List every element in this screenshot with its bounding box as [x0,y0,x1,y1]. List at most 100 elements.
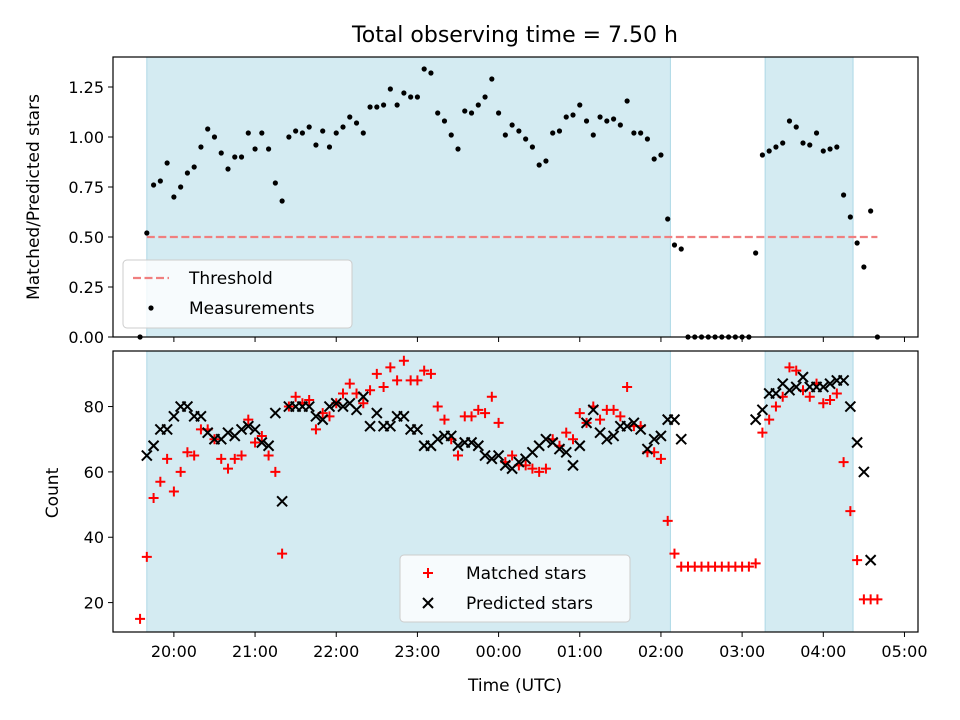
bottom-y-tick-label: 80 [84,398,104,417]
predicted-stars-point [486,453,498,465]
predicted-stars-point [837,374,850,387]
matched-stars-point [371,368,382,379]
matched-stars-point [250,437,261,448]
measurement-point [238,154,245,160]
measurement-point [509,122,515,128]
predicted-stars-point [256,436,268,449]
bottom-y-tick-label: 20 [84,594,104,613]
legend-matched-swatch [423,568,433,578]
predicted-stars-point [492,449,505,462]
measurement-point [144,230,150,236]
x-tick-label: 20:00 [151,642,197,661]
measurement-point [597,114,603,120]
matched-stars-point [852,555,863,566]
measurement-point [184,170,191,176]
legend-predicted-swatch [422,597,434,609]
measurement-point [861,264,867,270]
predicted-stars-point [770,387,782,400]
measurement-point [529,144,536,150]
predicted-stars-point [364,420,376,432]
measurement-point [157,178,163,184]
matched-stars-point [831,388,842,399]
bottom-y-tick-label: 60 [84,463,104,482]
predicted-stars-point [844,400,857,413]
measurement-point [191,164,197,170]
chart-title: Total observing time = 7.50 h [351,23,678,48]
predicted-stars-point [303,400,315,413]
measurement-point [380,102,387,108]
measurement-point [306,124,312,130]
predicted-stars-point [675,433,687,445]
measurement-point [516,128,522,134]
measurement-point [577,102,583,108]
matched-stars-point [486,391,497,402]
matched-stars-point [412,375,423,386]
predicted-stars-point [411,423,424,436]
predicted-stars-point [553,443,566,455]
predicted-stars-point [513,456,525,468]
matched-stars-point [243,414,254,425]
matched-stars-point [216,453,227,464]
matched-stars-point [743,561,754,572]
predicted-stars-point [824,377,836,390]
matched-stars-point [189,450,200,461]
matched-stars-point [608,404,619,415]
matched-stars-point [466,411,477,422]
top-y-tick-label: 0.25 [68,278,104,297]
predicted-stars-point [797,371,809,383]
measurement-point [840,192,847,198]
predicted-stars-point [330,397,342,409]
measurement-point [360,130,366,136]
predicted-stars-point [262,440,275,452]
measurement-point [610,116,617,122]
matched-stars-point [540,463,551,474]
matched-stars-point [568,434,578,445]
matched-stars-point [398,355,409,366]
matched-stars-point [480,408,491,419]
measurement-point [651,156,657,162]
measurement-point [658,152,664,158]
matched-stars-point [655,453,666,464]
predicted-stars-point [195,410,207,423]
measurement-point [523,136,529,142]
top-y-tick-label: 0.75 [68,178,104,197]
matched-stars-point [223,463,233,474]
predicted-stars-point [269,407,282,419]
measurement-point [638,130,644,136]
measurement-point [786,118,793,124]
measurement-point [421,66,427,72]
measurement-point [232,154,238,160]
bottom-axes-frame [112,350,919,633]
measurement-point [435,110,441,116]
predicted-stars-point [580,417,593,429]
measurement-point [820,148,826,154]
matched-stars-point [574,408,585,419]
predicted-stars-point [235,423,248,436]
matched-stars-point [615,411,626,422]
measurement-point [604,118,610,124]
predicted-stars-point [756,404,769,416]
measurement-point [441,118,448,124]
measurement-point [414,94,421,100]
top-y-axis-label: Matched/Predicted stars [24,94,44,300]
predicted-stars-point [540,433,552,445]
measurement-point [583,118,590,124]
matched-stars-point [669,548,680,559]
measurement-point [543,158,549,164]
predicted-stars-point [817,381,830,393]
predicted-stars-point [601,433,613,445]
measurement-point [293,128,299,134]
matched-stars-point [344,378,355,389]
x-tick-label: 05:00 [881,642,927,661]
predicted-stars-point [465,436,478,449]
measurement-point [665,216,671,222]
predicted-stars-point [357,391,370,403]
matched-stars-point [162,453,173,464]
predicted-stars-point [668,413,681,426]
predicted-stars-point [567,459,579,472]
predicted-stars-point [851,436,863,449]
legend-label: Threshold [188,269,273,289]
matched-stars-point [378,381,389,392]
predicted-stars-point [607,430,620,442]
matched-stars-point [263,450,274,461]
